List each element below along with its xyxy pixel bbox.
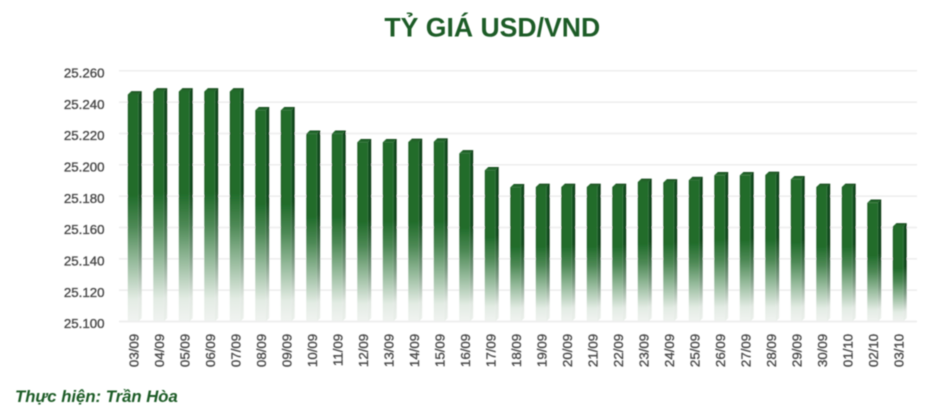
svg-text:24/09: 24/09 [662, 334, 677, 367]
svg-text:25/09: 25/09 [687, 334, 702, 367]
svg-text:20/09: 20/09 [560, 334, 575, 367]
svg-text:04/09: 04/09 [152, 334, 167, 367]
svg-text:10/09: 10/09 [305, 334, 320, 367]
svg-text:01/10: 01/10 [840, 334, 855, 367]
svg-text:28/09: 28/09 [764, 334, 779, 367]
svg-text:13/09: 13/09 [381, 334, 396, 367]
svg-text:TỶ GIÁ USD/VND: TỶ GIÁ USD/VND [384, 13, 600, 43]
svg-text:25.260: 25.260 [64, 66, 105, 81]
svg-text:25.220: 25.220 [64, 128, 105, 143]
svg-text:14/09: 14/09 [407, 334, 422, 367]
svg-text:25.100: 25.100 [64, 316, 105, 331]
svg-text:08/09: 08/09 [254, 334, 269, 367]
svg-text:21/09: 21/09 [585, 334, 600, 367]
svg-text:17/09: 17/09 [483, 334, 498, 367]
svg-text:11/09: 11/09 [330, 334, 345, 366]
svg-text:25.140: 25.140 [64, 254, 105, 269]
svg-text:19/09: 19/09 [534, 334, 549, 367]
svg-text:06/09: 06/09 [203, 334, 218, 367]
svg-text:25.240: 25.240 [64, 97, 105, 112]
svg-text:16/09: 16/09 [458, 334, 473, 367]
svg-text:23/09: 23/09 [636, 334, 651, 367]
svg-text:25.160: 25.160 [64, 222, 105, 237]
svg-text:27/09: 27/09 [738, 334, 753, 367]
svg-text:25.180: 25.180 [64, 191, 105, 206]
svg-text:Thực hiện: Trần Hòa: Thực hiện: Trần Hòa [15, 387, 178, 406]
svg-text:22/09: 22/09 [611, 334, 626, 367]
svg-text:29/09: 29/09 [789, 334, 804, 367]
svg-text:26/09: 26/09 [713, 334, 728, 367]
svg-text:15/09: 15/09 [432, 334, 447, 367]
svg-text:12/09: 12/09 [356, 334, 371, 367]
svg-text:09/09: 09/09 [279, 334, 294, 367]
svg-text:18/09: 18/09 [509, 334, 524, 367]
svg-text:25.120: 25.120 [64, 285, 105, 300]
svg-text:03/10: 03/10 [891, 334, 906, 367]
svg-text:02/10: 02/10 [866, 334, 881, 367]
svg-text:25.200: 25.200 [64, 160, 105, 175]
svg-text:05/09: 05/09 [177, 334, 192, 367]
svg-text:07/09: 07/09 [228, 334, 243, 367]
svg-text:30/09: 30/09 [815, 334, 830, 367]
svg-text:03/09: 03/09 [126, 334, 141, 367]
